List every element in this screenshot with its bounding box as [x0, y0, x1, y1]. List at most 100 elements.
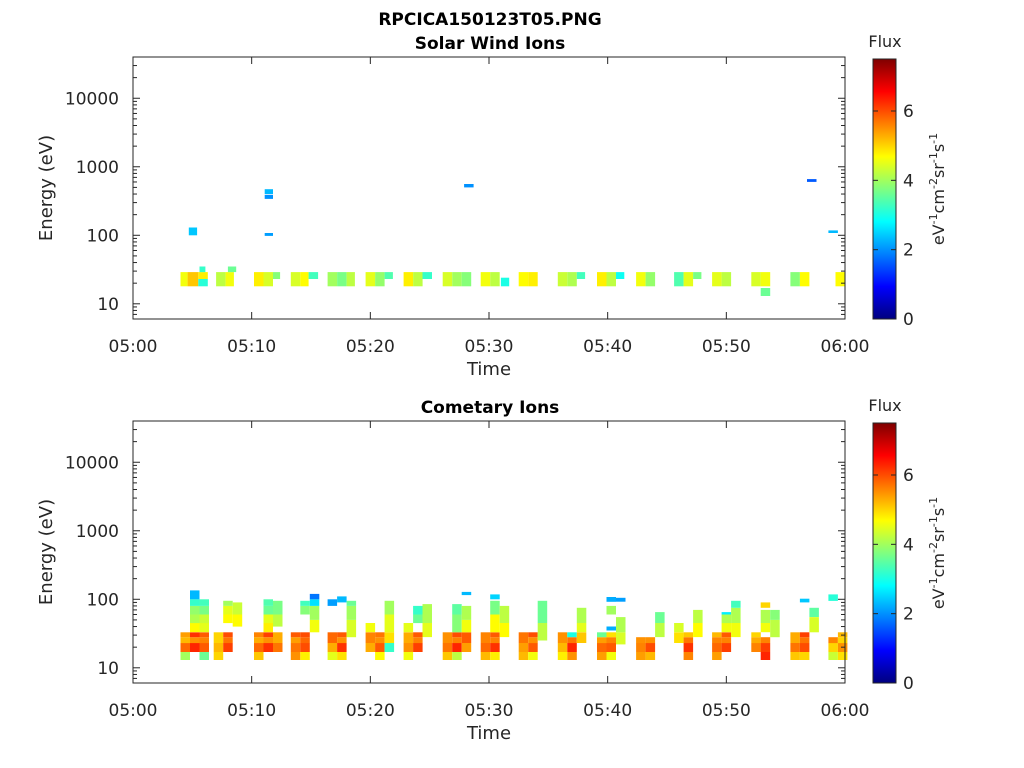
spectrogram-cell — [790, 643, 800, 652]
spectrogram-cell — [490, 600, 500, 615]
spectrogram-cell — [199, 643, 209, 652]
spectrogram-cell — [721, 272, 732, 287]
x-tick-label: 06:00 — [821, 337, 870, 357]
spectrogram-cell — [528, 632, 538, 638]
spectrogram-cell — [384, 272, 393, 279]
spectrogram-cell — [198, 272, 208, 279]
spectrogram-cell — [597, 643, 607, 652]
colorbar — [872, 422, 897, 684]
x-tick-label: 06:00 — [821, 701, 870, 721]
spectrogram-cell — [263, 599, 273, 606]
colorbar-title: Flux — [868, 396, 901, 415]
spectrogram-cell — [721, 637, 732, 644]
spectrogram-cell — [731, 607, 741, 623]
spectrogram-cell — [518, 632, 529, 643]
spectrogram-cell — [413, 632, 423, 638]
spectrogram-cell — [263, 643, 273, 652]
spectrogram-cell — [413, 643, 423, 652]
y-tick-label: 1000 — [76, 158, 119, 178]
spectrogram-cell — [290, 652, 301, 660]
spectrogram-cell — [199, 266, 206, 273]
colorbar — [872, 58, 897, 320]
spectrogram-cell — [461, 619, 472, 633]
spectrogram-cell — [760, 623, 771, 633]
spectrogram-cell — [807, 179, 817, 182]
spectrogram-cell — [490, 652, 500, 660]
spectrogram-cell — [606, 626, 616, 631]
spectrogram-cell — [567, 272, 577, 287]
spectrogram-cell — [442, 272, 453, 287]
spectrogram-cell — [790, 652, 800, 660]
spectrogram-cell — [528, 272, 538, 287]
spectrogram-cell — [180, 652, 190, 660]
spectrogram-cell — [616, 617, 626, 633]
spectrogram-cell — [597, 652, 607, 660]
spectrogram-cell — [636, 643, 646, 652]
spectrogram-cell — [254, 632, 264, 638]
spectrogram-cell — [263, 605, 273, 615]
spectrogram-cell — [760, 609, 771, 623]
spectrogram-cell — [809, 617, 819, 633]
spectrogram-cell — [760, 602, 771, 608]
spectrogram-cell — [567, 637, 577, 644]
spectrogram-cell — [403, 643, 414, 652]
spectrogram-cell — [837, 652, 848, 660]
spectrogram-cell — [537, 623, 548, 641]
spectrogram-cell — [809, 607, 819, 617]
spectrogram-cell — [188, 227, 198, 236]
spectrogram-cell — [576, 607, 587, 623]
spectrogram-cell — [518, 643, 529, 652]
y-axis-label: Energy (eV) — [36, 135, 57, 241]
spectrogram-cell — [461, 272, 472, 287]
spectrogram-cell — [327, 272, 338, 287]
spectrogram-cell — [375, 272, 385, 287]
spectrogram-cell — [799, 632, 810, 638]
x-tick-label: 05:00 — [109, 337, 158, 357]
colorbar-title: Flux — [868, 32, 901, 51]
spectrogram-cell — [403, 632, 414, 643]
spectrogram-cell — [721, 632, 732, 638]
spectrogram-cell — [190, 599, 200, 606]
spectrogram-cell — [403, 272, 414, 287]
spectrogram-cell — [422, 272, 432, 279]
y-tick-label: 10000 — [65, 89, 119, 109]
spectrogram-cell — [674, 632, 684, 643]
spectrogram-cell — [567, 643, 577, 652]
spectrogram-cell — [693, 609, 703, 623]
spectrogram-cell — [290, 643, 301, 652]
spectrogram-cell — [216, 272, 226, 287]
spectrogram-cell — [384, 643, 395, 652]
x-tick-label: 05:50 — [702, 337, 751, 357]
x-tick-label: 05:50 — [702, 701, 751, 721]
spectrogram-cell — [190, 643, 200, 652]
spectrogram-cell — [422, 623, 432, 638]
spectrogram-cell — [346, 619, 357, 638]
spectrogram-cell — [337, 643, 347, 652]
spectrogram-cell — [337, 272, 347, 287]
spectrogram-cell — [263, 637, 273, 644]
spectrogram-cell — [636, 272, 646, 287]
spectrogram-cell — [567, 632, 577, 638]
spectrogram-cell — [190, 590, 200, 600]
spectrogram-cell — [346, 600, 357, 606]
spectrogram-cell — [606, 652, 616, 660]
spectrogram-cell — [300, 605, 310, 615]
colorbar-unit-label: eV-1cm-2sr-1s-1 — [927, 497, 948, 609]
spectrogram-cell — [413, 637, 423, 644]
spectrogram-cell — [375, 637, 385, 644]
spectrogram-cell — [327, 632, 338, 643]
spectrogram-cell — [799, 598, 810, 603]
spectrogram-cell — [606, 605, 616, 615]
x-tick-label: 05:00 — [109, 701, 158, 721]
spectrogram-cell — [422, 604, 432, 623]
spectrogram-cell — [721, 612, 732, 615]
spectrogram-cell — [263, 614, 273, 624]
spectrogram-cell — [375, 632, 385, 638]
spectrogram-cell — [365, 623, 376, 633]
spectrogram-cell — [528, 643, 538, 652]
y-tick-label: 10 — [97, 659, 119, 679]
spectrogram-cell — [290, 272, 301, 287]
spectrogram-cell — [452, 604, 462, 615]
spectrogram-cell — [225, 272, 234, 287]
spectrogram-cell — [480, 632, 491, 643]
